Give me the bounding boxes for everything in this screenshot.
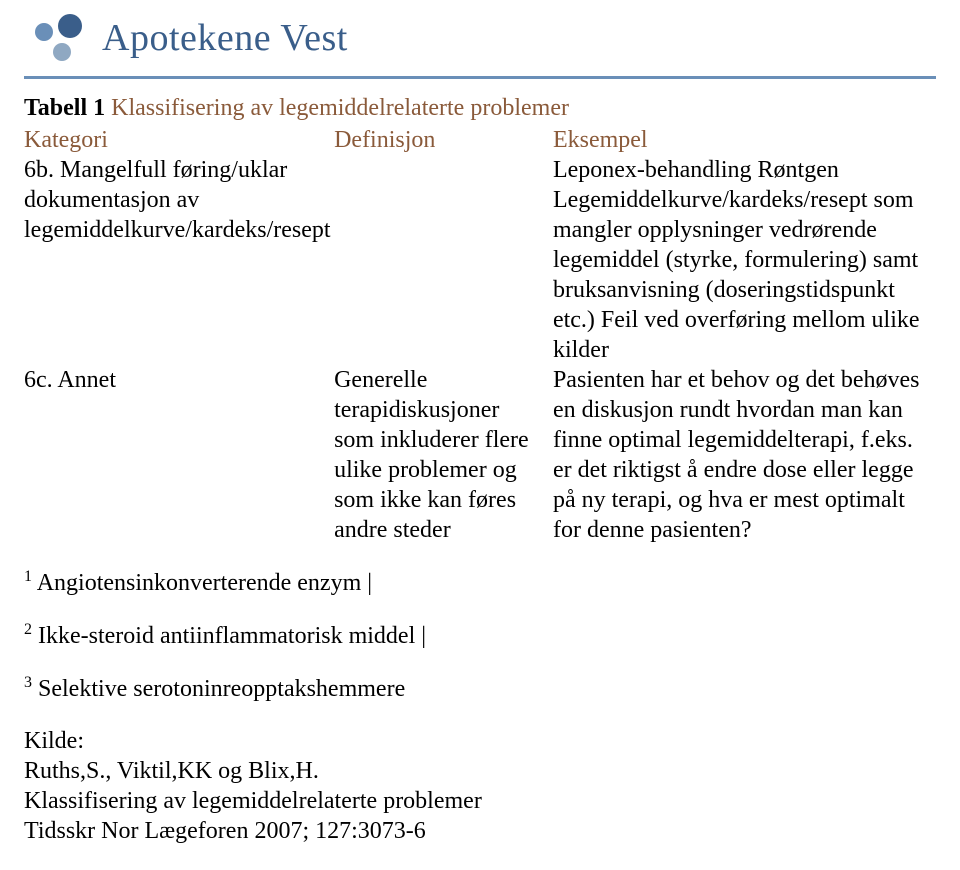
table-row: 6b. Mangelfull føring/uklar dokumentasjo…	[24, 155, 936, 365]
col-kategori: Kategori	[24, 125, 334, 155]
col-definisjon: Definisjon	[334, 125, 553, 155]
footnote-num: 1	[24, 568, 32, 585]
cell-kategori: 6b. Mangelfull føring/uklar dokumentasjo…	[24, 155, 334, 365]
footnote: 3 Selektive serotoninreopptakshemmere	[24, 673, 936, 704]
source-label: Kilde:	[24, 726, 936, 756]
footnote: 1 Angiotensinkonverterende enzym |	[24, 567, 936, 598]
table-title-text: Klassifisering av legemiddelrelaterte pr…	[111, 95, 569, 121]
table-title-number: Tabell 1	[24, 95, 105, 121]
source-ref: Tidsskr Nor Lægeforen 2007; 127:3073-6	[24, 816, 936, 846]
cell-kategori: 6c. Annet	[24, 365, 334, 545]
table-header-row: Kategori Definisjon Eksempel	[24, 125, 936, 155]
footnote-text: Selektive serotoninreopptakshemmere	[38, 676, 405, 702]
brand-rule	[24, 76, 936, 79]
brand-logo	[24, 10, 92, 66]
source-block: Kilde: Ruths,S., Viktil,KK og Blix,H. Kl…	[24, 726, 936, 846]
footnote-text: Angiotensinkonverterende enzym |	[37, 570, 372, 596]
footnote: 2 Ikke-steroid antiinflammatorisk middel…	[24, 620, 936, 651]
page: Apotekene Vest Tabell 1 Klassifisering a…	[0, 0, 960, 870]
logo-dot-1	[58, 14, 82, 38]
logo-dot-3	[53, 43, 71, 61]
footnotes: 1 Angiotensinkonverterende enzym | 2 Ikk…	[24, 567, 936, 704]
table-title: Tabell 1 Klassifisering av legemiddelrel…	[24, 93, 936, 123]
classification-table: Kategori Definisjon Eksempel 6b. Mangelf…	[24, 125, 936, 545]
brand-header: Apotekene Vest	[24, 0, 936, 72]
footnote-num: 3	[24, 674, 32, 691]
footnote-text: Ikke-steroid antiinflammatorisk middel |	[38, 623, 426, 649]
cell-definisjon: Generelle terapidiskusjoner som inkluder…	[334, 365, 553, 545]
footnote-num: 2	[24, 621, 32, 638]
brand-name: Apotekene Vest	[102, 16, 348, 60]
table-row: 6c. Annet Generelle terapidiskusjoner so…	[24, 365, 936, 545]
logo-dot-2	[35, 23, 53, 41]
cell-eksempel: Pasienten har et behov og det behøves en…	[553, 365, 936, 545]
cell-definisjon	[334, 155, 553, 365]
col-eksempel: Eksempel	[553, 125, 936, 155]
source-authors: Ruths,S., Viktil,KK og Blix,H.	[24, 756, 936, 786]
cell-eksempel: Leponex-behandling Røntgen Legemiddelkur…	[553, 155, 936, 365]
source-title: Klassifisering av legemiddelrelaterte pr…	[24, 786, 936, 816]
